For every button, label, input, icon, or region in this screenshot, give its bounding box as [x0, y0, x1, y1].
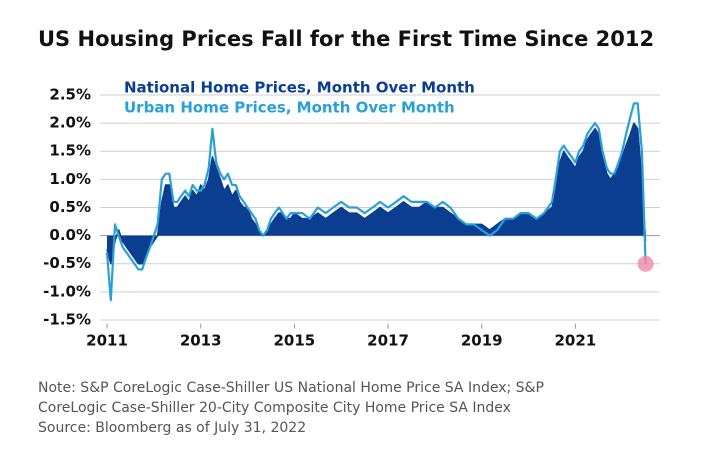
- line: [105, 102, 647, 302]
- x-tick-label: 2019: [461, 332, 503, 350]
- highlight-point: [637, 255, 654, 272]
- y-tick-label: 1.5%: [49, 142, 91, 160]
- area-fill: [107, 123, 646, 264]
- x-tick-label: 2013: [180, 332, 222, 350]
- note: Source: Bloomberg as of July 31, 2022: [38, 420, 306, 436]
- x-tick-label: 2015: [273, 332, 315, 350]
- y-tick-label: 2.5%: [49, 85, 91, 103]
- y-tick-label: -0.5%: [43, 254, 91, 272]
- note: Note: S&P CoreLogic Case-Shiller US Nati…: [38, 380, 544, 396]
- note: CoreLogic Case-Shiller 20-City Composite…: [38, 400, 511, 416]
- y-tick-label: 0.0%: [49, 226, 91, 244]
- x-tick-label: 2021: [555, 332, 597, 350]
- x-tick-label: 2011: [86, 332, 128, 350]
- y-tick-label: 1.0%: [49, 170, 91, 188]
- area-line: [106, 122, 647, 265]
- chart-title: US Housing Prices Fall for the First Tim…: [38, 27, 654, 51]
- x-tick-label: 2017: [367, 332, 409, 350]
- y-tick-label: 0.5%: [49, 198, 91, 216]
- legend-label: Urban Home Prices, Month Over Month: [124, 99, 455, 117]
- y-tick-label: 2.0%: [49, 114, 91, 132]
- legend-label: National Home Prices, Month Over Month: [124, 79, 475, 97]
- y-tick-label: -1.0%: [43, 282, 91, 300]
- y-tick-label: -1.5%: [43, 310, 91, 328]
